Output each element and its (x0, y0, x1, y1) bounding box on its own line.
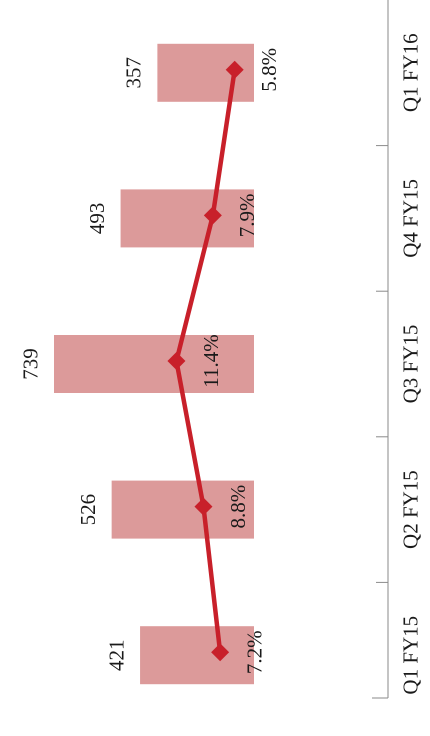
category-tick-label: Q2 FY15 (398, 470, 422, 549)
line-value-label: 7.9% (235, 194, 259, 238)
bar-value-label: 526 (76, 494, 100, 525)
line-value-label: 5.8% (257, 48, 281, 92)
line-value-label: 11.4% (199, 334, 223, 387)
category-tick-label: Q3 FY15 (398, 325, 422, 404)
category-tick-label: Q1 FY16 (398, 33, 422, 112)
category-tick-label: Q1 FY15 (398, 616, 422, 695)
bar (121, 189, 254, 247)
bar-value-label: 493 (85, 203, 109, 235)
bar (54, 335, 254, 393)
line-value-label: 8.8% (226, 485, 250, 529)
category-tick-label: Q4 FY15 (398, 179, 422, 258)
bar-value-label: 421 (104, 639, 128, 671)
bar-value-label: 357 (122, 57, 146, 89)
bar-value-label: 739 (18, 348, 42, 380)
bar (140, 626, 254, 684)
line-value-label: 7.2% (242, 630, 266, 674)
category-axis (372, 0, 388, 698)
